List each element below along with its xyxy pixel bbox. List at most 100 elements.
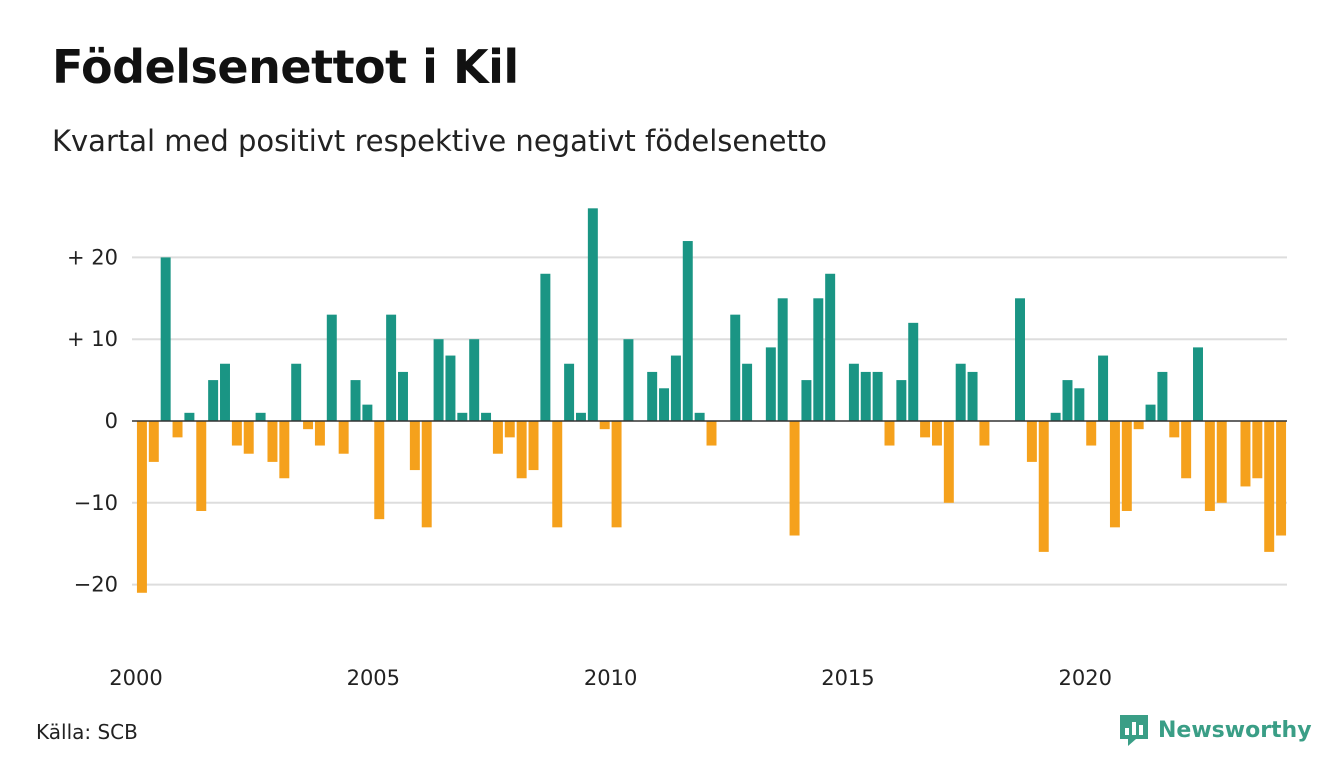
bar-negative [421, 421, 432, 528]
bar-positive [896, 380, 907, 421]
bar-negative [303, 421, 314, 430]
gridlines [132, 256, 1287, 586]
bar-positive [564, 363, 575, 421]
bar-positive [659, 388, 670, 421]
bar-positive [457, 412, 468, 421]
bar-positive [445, 355, 456, 421]
bar-positive [967, 371, 978, 421]
bar-positive [1145, 404, 1156, 421]
x-tick-label: 2020 [1059, 666, 1112, 690]
bar-positive [184, 412, 195, 421]
bar-positive [647, 371, 658, 421]
bar-negative [1252, 421, 1263, 479]
bar-positive [587, 208, 598, 421]
bar-negative [1133, 421, 1144, 430]
bar-positive [1157, 371, 1168, 421]
bar-negative [884, 421, 895, 446]
bar-positive [220, 363, 230, 421]
bar-positive [623, 339, 634, 421]
bar-negative [1026, 421, 1037, 462]
bar-negative [1204, 421, 1215, 511]
bar-positive [813, 298, 824, 421]
x-tick-label: 2015 [821, 666, 874, 690]
bar-negative [599, 421, 610, 430]
bar-positive [777, 298, 788, 421]
bar-negative [920, 421, 931, 438]
bar-positive [575, 412, 586, 421]
bar-positive [160, 257, 171, 421]
source-note: Källa: SCB [36, 720, 138, 744]
bar-positive [1098, 355, 1109, 421]
bar-negative [492, 421, 503, 454]
bar-positive [255, 412, 266, 421]
bar-negative [136, 421, 147, 593]
bar-positive [208, 380, 219, 421]
bar-negative [1109, 421, 1120, 528]
bar-positive [433, 339, 444, 421]
y-tick-label: 0 [105, 409, 118, 433]
bar-positive [742, 363, 753, 421]
bar-positive [765, 347, 776, 421]
bar-negative [789, 421, 800, 536]
bar-positive [1015, 298, 1025, 421]
bar-positive [694, 412, 705, 421]
chart-subtitle: Kvartal med positivt respektive negativt… [52, 124, 827, 158]
bar-negative [1264, 421, 1275, 552]
bar-negative [148, 421, 159, 462]
bar-negative [172, 421, 183, 438]
bar-negative [516, 421, 527, 479]
bar-positive [860, 371, 871, 421]
y-tick-label: −20 [74, 573, 118, 597]
x-tick-label: 2010 [584, 666, 637, 690]
bar-positive [398, 371, 408, 421]
bar-negative [338, 421, 349, 454]
bar-positive [670, 355, 681, 421]
bar-negative [267, 421, 278, 462]
bar-negative [979, 421, 990, 446]
bars [136, 208, 1287, 593]
y-tick-label: −10 [74, 491, 118, 515]
y-axis-labels: + 20 + 10 0 −10 −20 [67, 245, 118, 596]
bar-positive [908, 322, 919, 421]
bar-negative [196, 421, 207, 511]
bar-negative [504, 421, 515, 438]
bar-negative [931, 421, 942, 446]
bar-negative [552, 421, 563, 528]
bar-positive [386, 314, 397, 421]
bar-positive [291, 363, 302, 421]
bar-negative [1086, 421, 1097, 446]
bar-positive [350, 380, 361, 421]
x-tick-label: 2000 [109, 666, 162, 690]
brand-logo: Newsworthy [1118, 713, 1312, 747]
bar-positive [362, 404, 373, 421]
bar-negative [1216, 421, 1227, 503]
bar-positive [872, 371, 883, 421]
bar-negative [1038, 421, 1049, 552]
bar-positive [955, 363, 966, 421]
bar-negative [1121, 421, 1132, 511]
bar-negative [279, 421, 290, 479]
bar-positive [848, 363, 859, 421]
bar-positive [1062, 380, 1073, 421]
bar-positive [481, 412, 492, 421]
bar-positive [469, 339, 480, 421]
bar-negative [1181, 421, 1192, 479]
bar-negative [706, 421, 717, 446]
bar-positive [1074, 388, 1085, 421]
bar-negative [314, 421, 325, 446]
bar-positive [540, 273, 551, 421]
bar-negative [611, 421, 622, 528]
bar-negative [1276, 421, 1287, 536]
chart-title: Födelsenettot i Kil [52, 40, 519, 94]
bar-positive [730, 314, 741, 421]
y-tick-label: + 20 [67, 245, 118, 269]
chart-speech-bubble-icon [1120, 715, 1148, 746]
x-tick-label: 2005 [347, 666, 400, 690]
bar-negative [243, 421, 254, 454]
bar-negative [1169, 421, 1180, 438]
bar-positive [825, 273, 836, 421]
bar-positive [801, 380, 812, 421]
bar-positive [1193, 347, 1203, 421]
x-axis-labels: 2000 2005 2010 2015 2020 [109, 666, 1112, 690]
bar-positive [1050, 412, 1061, 421]
